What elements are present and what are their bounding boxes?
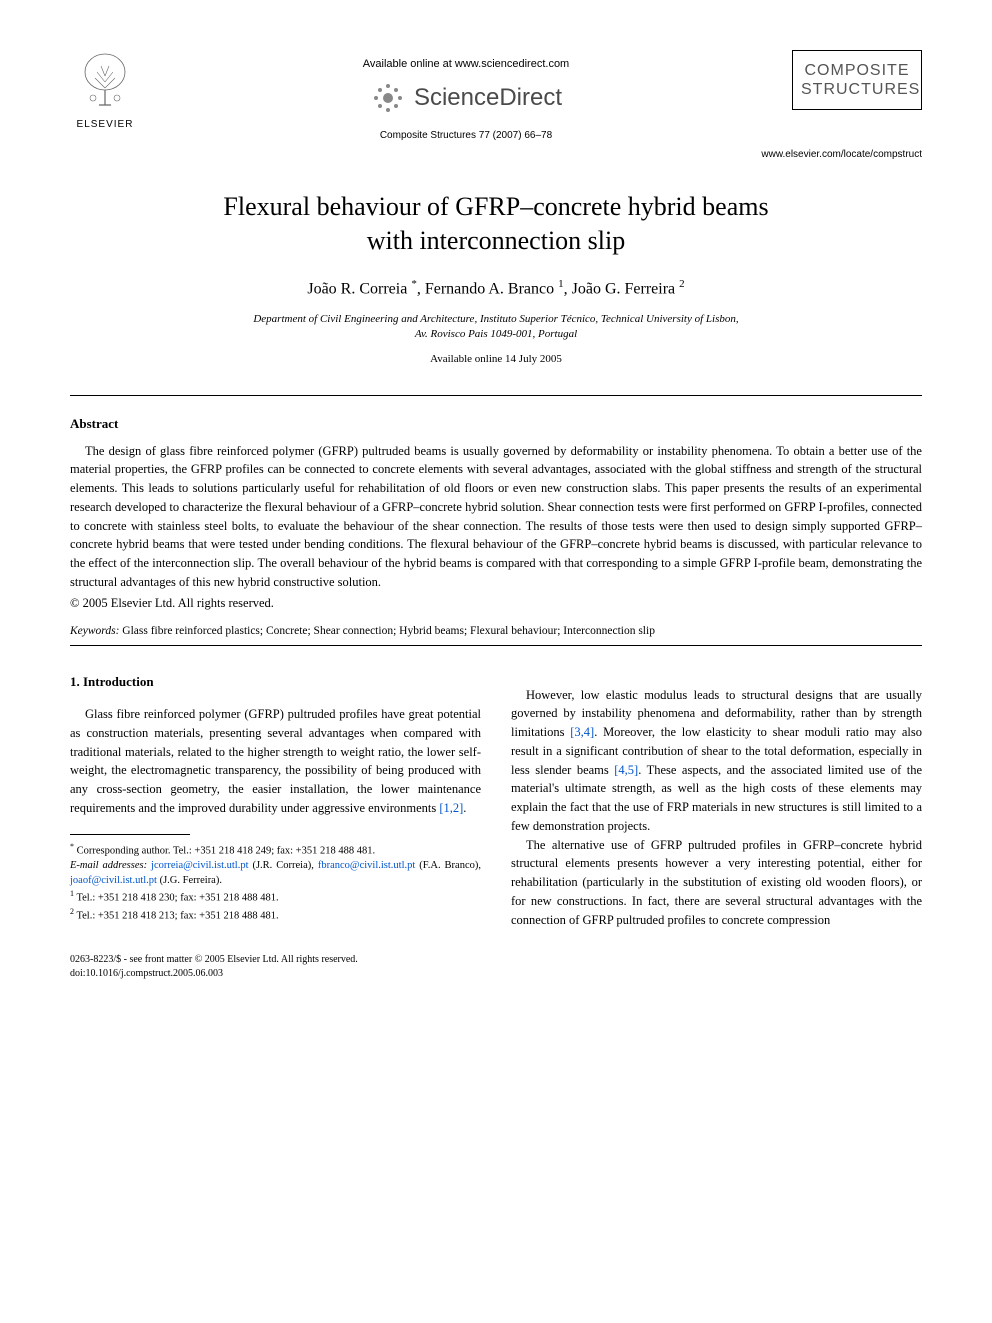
footnote-star-icon: * [70, 842, 74, 851]
footnote-2-sup: 2 [70, 907, 74, 916]
center-header: Available online at www.sciencedirect.co… [140, 50, 792, 141]
keywords-text: Glass fibre reinforced plastics; Concret… [119, 625, 655, 637]
email-2[interactable]: fbranco@civil.ist.utl.pt [318, 860, 415, 871]
author-3: João G. Ferreira [572, 280, 676, 297]
abstract-copyright: © 2005 Elsevier Ltd. All rights reserved… [70, 596, 922, 611]
citation-1-2[interactable]: [1,2] [439, 801, 463, 815]
journal-reference: Composite Structures 77 (2007) 66–78 [140, 130, 792, 141]
doi-line: doi:10.1016/j.compstruct.2005.06.003 [70, 967, 922, 981]
available-online-text: Available online at www.sciencedirect.co… [140, 58, 792, 70]
intro-para-1: Glass fibre reinforced polymer (GFRP) pu… [70, 705, 481, 818]
section-1-heading: 1. Introduction [70, 672, 481, 692]
column-right: However, low elastic modulus leads to st… [511, 646, 922, 930]
title-line-2: with interconnection slip [367, 226, 626, 255]
keywords: Keywords: Glass fibre reinforced plastic… [70, 625, 922, 637]
two-column-body: 1. Introduction Glass fibre reinforced p… [70, 646, 922, 930]
footnote-1-sup: 1 [70, 889, 74, 898]
sciencedirect-row: ScienceDirect [140, 80, 792, 116]
citation-4-5[interactable]: [4,5] [614, 763, 638, 777]
elsevier-logo: ELSEVIER [70, 50, 140, 130]
footnote-2-text: Tel.: +351 218 418 213; fax: +351 218 48… [76, 911, 278, 922]
footnote-corresponding: * Corresponding author. Tel.: +351 218 4… [70, 841, 481, 859]
author-1: João R. Correia [307, 280, 407, 297]
author-2-sup: 1 [558, 278, 564, 290]
footnote-1: 1 Tel.: +351 218 418 230; fax: +351 218 … [70, 888, 481, 906]
bottom-info: 0263-8223/$ - see front matter © 2005 El… [70, 953, 922, 981]
footnote-corresponding-text: Corresponding author. Tel.: +351 218 418… [77, 845, 375, 856]
affiliation-line-1: Department of Civil Engineering and Arch… [253, 313, 738, 325]
email-2-name: (F.A. Branco), [415, 860, 481, 871]
column-right-spacer [511, 646, 922, 686]
email-label: E-mail addresses: [70, 860, 147, 871]
article-title: Flexural behaviour of GFRP–concrete hybr… [70, 190, 922, 258]
email-3[interactable]: joaof@civil.ist.utl.pt [70, 875, 157, 886]
intro-para-2: However, low elastic modulus leads to st… [511, 686, 922, 836]
footnote-emails: E-mail addresses: jcorreia@civil.ist.utl… [70, 859, 481, 888]
affiliation: Department of Civil Engineering and Arch… [70, 312, 922, 343]
front-matter-line: 0263-8223/$ - see front matter © 2005 El… [70, 953, 922, 967]
authors: João R. Correia *, Fernando A. Branco 1,… [70, 278, 922, 298]
author-3-sup: 2 [679, 278, 685, 290]
title-line-1: Flexural behaviour of GFRP–concrete hybr… [223, 192, 768, 221]
abstract-heading: Abstract [70, 416, 922, 432]
email-1[interactable]: jcorreia@civil.ist.utl.pt [151, 860, 248, 871]
sciencedirect-icon [370, 80, 406, 116]
elsevier-label: ELSEVIER [70, 119, 140, 130]
author-1-sup: * [411, 278, 417, 290]
journal-name-2: STRUCTURES [801, 80, 913, 99]
header-row: ELSEVIER Available online at www.science… [70, 50, 922, 141]
journal-url[interactable]: www.elsevier.com/locate/compstruct [70, 149, 922, 160]
footnote-2: 2 Tel.: +351 218 418 213; fax: +351 218 … [70, 906, 481, 924]
author-2: Fernando A. Branco [425, 280, 554, 297]
abstract-body: The design of glass fibre reinforced pol… [70, 442, 922, 592]
journal-box: COMPOSITE STRUCTURES [792, 50, 922, 110]
intro-para-1-text: Glass fibre reinforced polymer (GFRP) pu… [70, 707, 481, 815]
email-3-name: (J.G. Ferreira). [157, 875, 222, 886]
column-left: 1. Introduction Glass fibre reinforced p… [70, 646, 481, 930]
available-date: Available online 14 July 2005 [70, 353, 922, 365]
divider-top [70, 395, 922, 396]
keywords-label: Keywords: [70, 625, 119, 637]
footnote-1-text: Tel.: +351 218 418 230; fax: +351 218 48… [76, 893, 278, 904]
affiliation-line-2: Av. Rovisco Pais 1049-001, Portugal [415, 328, 577, 340]
elsevier-tree-icon [75, 50, 135, 110]
email-1-name: (J.R. Correia), [249, 860, 318, 871]
intro-para-3: The alternative use of GFRP pultruded pr… [511, 836, 922, 930]
intro-para-1-end: . [463, 801, 466, 815]
sciencedirect-label: ScienceDirect [414, 84, 562, 112]
citation-3-4[interactable]: [3,4] [570, 725, 594, 739]
journal-name-1: COMPOSITE [801, 61, 913, 80]
footnote-divider [70, 834, 190, 835]
journal-box-wrapper: COMPOSITE STRUCTURES [792, 50, 922, 110]
